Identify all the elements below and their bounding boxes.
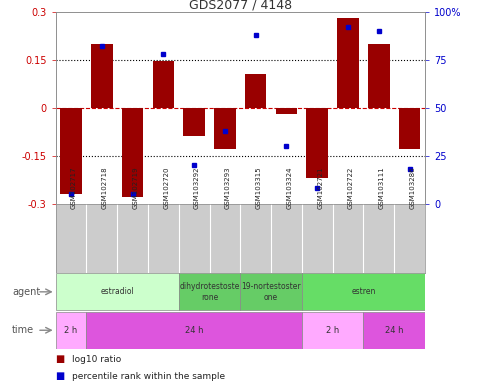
Bar xyxy=(122,108,143,197)
Bar xyxy=(91,43,113,108)
Title: GDS2077 / 4148: GDS2077 / 4148 xyxy=(189,0,292,12)
Bar xyxy=(214,108,236,149)
Text: 24 h: 24 h xyxy=(385,326,403,335)
Text: estren: estren xyxy=(351,287,376,296)
Text: 2 h: 2 h xyxy=(326,326,339,335)
Bar xyxy=(241,273,302,310)
Text: GSM102718: GSM102718 xyxy=(102,166,108,209)
Bar xyxy=(276,108,297,114)
Bar xyxy=(245,74,267,108)
Text: ■: ■ xyxy=(56,354,65,364)
Text: GSM102721: GSM102721 xyxy=(317,167,323,209)
Text: GSM103324: GSM103324 xyxy=(286,167,293,209)
Bar xyxy=(368,43,390,108)
Text: GSM102722: GSM102722 xyxy=(348,167,354,209)
Bar xyxy=(399,108,420,149)
Bar xyxy=(302,273,425,310)
Bar xyxy=(86,312,302,349)
Text: 2 h: 2 h xyxy=(64,326,78,335)
Text: time: time xyxy=(12,325,34,335)
Text: 19-nortestoster
one: 19-nortestoster one xyxy=(242,282,301,301)
Text: GSM103315: GSM103315 xyxy=(256,166,262,209)
Text: ■: ■ xyxy=(56,371,65,381)
Bar xyxy=(56,273,179,310)
Bar xyxy=(153,61,174,108)
Bar xyxy=(184,108,205,136)
Text: 24 h: 24 h xyxy=(185,326,203,335)
Text: GSM102720: GSM102720 xyxy=(163,167,170,209)
Text: estradiol: estradiol xyxy=(100,287,134,296)
Text: GSM103286: GSM103286 xyxy=(410,166,416,209)
Bar xyxy=(337,18,359,108)
Text: GSM102717: GSM102717 xyxy=(71,166,77,209)
Bar xyxy=(307,108,328,178)
Text: dihydrotestoste
rone: dihydrotestoste rone xyxy=(179,282,240,301)
Bar xyxy=(179,273,240,310)
Bar xyxy=(302,312,364,349)
Text: agent: agent xyxy=(12,287,40,297)
Text: GSM103111: GSM103111 xyxy=(379,166,385,209)
Bar xyxy=(56,312,86,349)
Text: log10 ratio: log10 ratio xyxy=(72,354,122,364)
Text: percentile rank within the sample: percentile rank within the sample xyxy=(72,372,226,381)
Text: GSM103293: GSM103293 xyxy=(225,166,231,209)
Text: GSM103292: GSM103292 xyxy=(194,167,200,209)
Bar xyxy=(364,312,425,349)
Text: GSM102719: GSM102719 xyxy=(132,166,139,209)
Bar xyxy=(60,108,82,194)
